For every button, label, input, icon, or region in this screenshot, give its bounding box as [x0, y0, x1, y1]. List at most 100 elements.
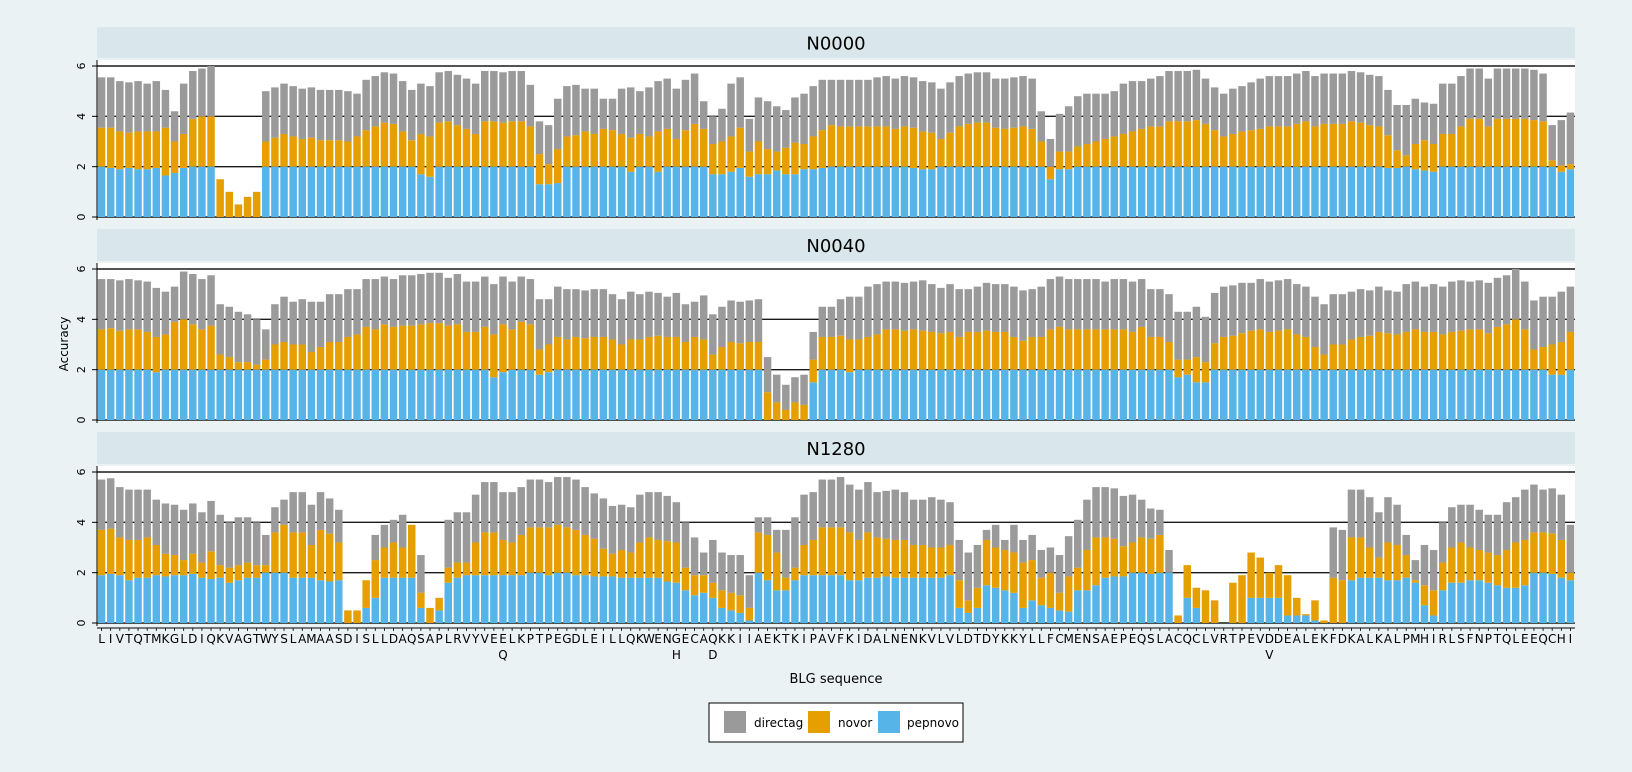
- bar-directag: [435, 72, 443, 123]
- bar-pepnovo: [782, 590, 790, 623]
- bar-directag: [380, 72, 389, 123]
- bar-novor: [1375, 126, 1383, 167]
- bar-novor: [1028, 560, 1036, 601]
- bar-pepnovo: [1229, 166, 1237, 217]
- bar-directag: [617, 299, 626, 345]
- bar-pepnovo: [1356, 577, 1365, 623]
- bar-novor: [955, 336, 963, 370]
- bar-novor: [362, 130, 370, 167]
- bar-directag: [1074, 519, 1082, 568]
- bar-novor: [845, 126, 854, 167]
- bar-pepnovo: [1466, 166, 1474, 217]
- bar-novor: [143, 131, 151, 170]
- bar-directag: [1101, 93, 1109, 139]
- bar-pepnovo: [1183, 597, 1191, 623]
- bar-novor: [782, 147, 790, 175]
- bar-pepnovo: [1055, 369, 1064, 420]
- bar-pepnovo: [599, 166, 608, 217]
- bar-directag: [499, 492, 507, 540]
- bar-pepnovo: [1502, 587, 1511, 623]
- bar-pepnovo: [462, 166, 471, 217]
- bar-pepnovo: [106, 167, 115, 217]
- bar-novor: [1201, 362, 1210, 383]
- bar-directag: [335, 294, 343, 342]
- bar-pepnovo: [663, 369, 671, 420]
- bar-pepnovo: [1110, 166, 1118, 217]
- x-tick-label: A: [873, 632, 882, 646]
- x-tick-label: A: [700, 632, 709, 646]
- bar-novor: [891, 539, 900, 578]
- bar-novor: [1037, 577, 1046, 606]
- bar-directag: [161, 291, 170, 335]
- x-tick-label: E: [490, 632, 498, 646]
- bar-directag: [325, 498, 334, 534]
- bar-directag: [207, 275, 215, 326]
- bar-pepnovo: [462, 369, 471, 420]
- bar-directag: [1137, 279, 1146, 327]
- bar-novor: [481, 326, 489, 370]
- bar-novor: [435, 323, 443, 370]
- bar-novor: [225, 567, 234, 583]
- bar-directag: [1539, 73, 1547, 122]
- bar-novor: [1311, 126, 1319, 167]
- bar-directag: [1110, 279, 1118, 330]
- x-tick-label: L: [582, 632, 589, 646]
- x-tick-label: G: [672, 632, 681, 646]
- bar-pepnovo: [1265, 597, 1274, 623]
- bar-novor: [1055, 151, 1064, 170]
- bars: [97, 269, 1575, 420]
- bar-novor: [380, 122, 389, 167]
- bar-pepnovo: [544, 372, 553, 420]
- bar-directag: [1156, 289, 1164, 337]
- bar-directag: [1484, 78, 1493, 127]
- bar-novor: [590, 538, 598, 577]
- bar-novor: [1074, 567, 1082, 591]
- bar-directag: [891, 489, 900, 540]
- x-tick-label: V: [481, 632, 490, 646]
- bar-pepnovo: [1256, 166, 1264, 217]
- bar-novor: [408, 325, 416, 370]
- y-tick-label: 4: [75, 519, 88, 526]
- bar-directag: [1192, 306, 1201, 358]
- bar-directag: [362, 279, 370, 327]
- x-tick-label: N: [1082, 632, 1091, 646]
- x-tick-label: A: [1384, 632, 1393, 646]
- bar-novor: [1137, 128, 1146, 167]
- bar-novor: [553, 524, 562, 573]
- bar-novor: [417, 592, 425, 608]
- bar-novor: [909, 329, 918, 370]
- bar-directag: [754, 97, 763, 142]
- bar-novor: [353, 136, 361, 167]
- bar-novor: [526, 324, 535, 370]
- bar-novor: [590, 336, 598, 370]
- bar-directag: [909, 499, 918, 545]
- bar-novor: [125, 329, 133, 370]
- bar-directag: [134, 81, 142, 132]
- bar-directag: [973, 286, 982, 332]
- x-tick-label: L: [618, 632, 625, 646]
- bar-directag: [526, 479, 535, 528]
- bar-pepnovo: [636, 577, 644, 623]
- bar-directag: [143, 83, 151, 132]
- bar-directag: [389, 279, 398, 327]
- bar-directag: [1010, 524, 1018, 553]
- bar-directag: [1311, 296, 1319, 348]
- x-tick-label: D: [964, 632, 973, 646]
- bar-directag: [1074, 279, 1082, 330]
- bar-pepnovo: [1411, 582, 1420, 623]
- bar-novor: [307, 352, 316, 370]
- bar-novor: [1320, 354, 1328, 370]
- bar-pepnovo: [526, 166, 535, 217]
- bar-pepnovo: [389, 577, 398, 623]
- bar-novor: [161, 334, 170, 370]
- bar-directag: [754, 299, 763, 342]
- x-tick-label: P: [1403, 632, 1410, 646]
- bar-directag: [508, 71, 516, 122]
- bar-directag: [636, 294, 644, 340]
- bar-novor: [1466, 547, 1474, 581]
- bar-novor: [380, 547, 389, 578]
- bar-pepnovo: [1192, 382, 1201, 420]
- bar-novor: [271, 344, 279, 370]
- plot-area: [97, 263, 1575, 420]
- bar-novor: [1356, 537, 1365, 578]
